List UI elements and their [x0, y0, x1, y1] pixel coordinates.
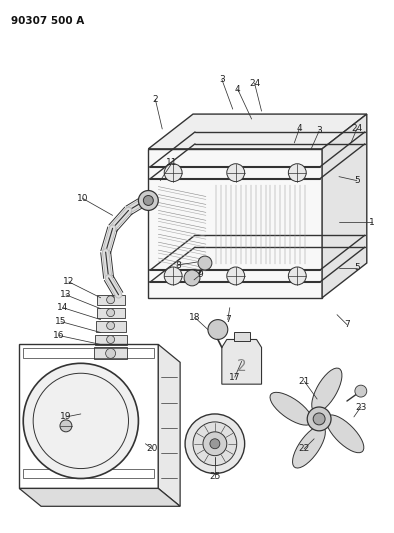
- Text: 9: 9: [197, 270, 203, 279]
- Text: 12: 12: [63, 277, 74, 286]
- Circle shape: [23, 364, 138, 479]
- Text: 24: 24: [351, 125, 362, 133]
- Ellipse shape: [270, 392, 312, 425]
- Text: 8: 8: [175, 261, 181, 270]
- Bar: [19, 344, 158, 488]
- Circle shape: [184, 270, 200, 286]
- Circle shape: [107, 296, 115, 304]
- Text: 13: 13: [60, 290, 72, 300]
- Text: 5: 5: [354, 176, 360, 185]
- Bar: [97, 295, 125, 305]
- Text: 19: 19: [60, 413, 72, 422]
- Text: 24: 24: [249, 79, 260, 88]
- Text: 23: 23: [355, 402, 366, 411]
- Text: 18: 18: [189, 313, 201, 322]
- Text: 4: 4: [296, 125, 302, 133]
- Circle shape: [307, 407, 331, 431]
- Text: 3: 3: [219, 75, 225, 84]
- Bar: [96, 321, 126, 332]
- Text: 16: 16: [53, 331, 65, 340]
- Text: 7: 7: [344, 320, 350, 329]
- Circle shape: [185, 414, 245, 473]
- Text: 15: 15: [55, 317, 67, 326]
- Circle shape: [227, 267, 245, 285]
- Text: 20: 20: [147, 444, 158, 453]
- Bar: [23, 349, 154, 358]
- Circle shape: [107, 335, 115, 343]
- Circle shape: [143, 196, 153, 205]
- Text: 1: 1: [369, 218, 375, 227]
- Circle shape: [355, 385, 367, 397]
- Text: 10: 10: [77, 194, 89, 203]
- Text: 22: 22: [299, 444, 310, 453]
- Circle shape: [164, 164, 182, 182]
- Bar: [94, 348, 128, 359]
- Bar: [23, 469, 154, 479]
- Ellipse shape: [312, 368, 342, 412]
- Circle shape: [313, 413, 325, 425]
- Polygon shape: [19, 488, 180, 506]
- Circle shape: [288, 164, 306, 182]
- Circle shape: [107, 321, 115, 329]
- Text: 90307 500 A: 90307 500 A: [11, 16, 85, 26]
- Circle shape: [106, 349, 115, 358]
- Bar: [95, 335, 126, 345]
- Polygon shape: [222, 340, 262, 384]
- Circle shape: [198, 256, 212, 270]
- Polygon shape: [149, 114, 367, 149]
- Text: 4: 4: [235, 85, 240, 94]
- Ellipse shape: [326, 415, 364, 453]
- Text: 2: 2: [152, 95, 158, 104]
- Circle shape: [203, 432, 227, 456]
- Bar: [97, 308, 125, 318]
- Circle shape: [193, 422, 237, 466]
- Circle shape: [164, 267, 182, 285]
- Circle shape: [208, 320, 228, 340]
- Circle shape: [138, 190, 158, 211]
- Text: 2: 2: [237, 359, 247, 374]
- Ellipse shape: [293, 426, 325, 468]
- Text: 11: 11: [166, 158, 178, 167]
- Text: 5: 5: [354, 263, 360, 272]
- Text: 17: 17: [229, 373, 240, 382]
- Circle shape: [60, 420, 72, 432]
- Text: 7: 7: [225, 315, 230, 324]
- Circle shape: [210, 439, 220, 449]
- Bar: [234, 332, 250, 342]
- Text: 21: 21: [299, 377, 310, 386]
- Circle shape: [227, 164, 245, 182]
- Text: 3: 3: [316, 126, 322, 135]
- Polygon shape: [158, 344, 180, 506]
- Text: 25: 25: [209, 472, 221, 481]
- Text: 14: 14: [57, 303, 69, 312]
- Circle shape: [107, 309, 115, 317]
- Circle shape: [288, 267, 306, 285]
- Bar: [149, 149, 322, 298]
- Polygon shape: [322, 114, 367, 298]
